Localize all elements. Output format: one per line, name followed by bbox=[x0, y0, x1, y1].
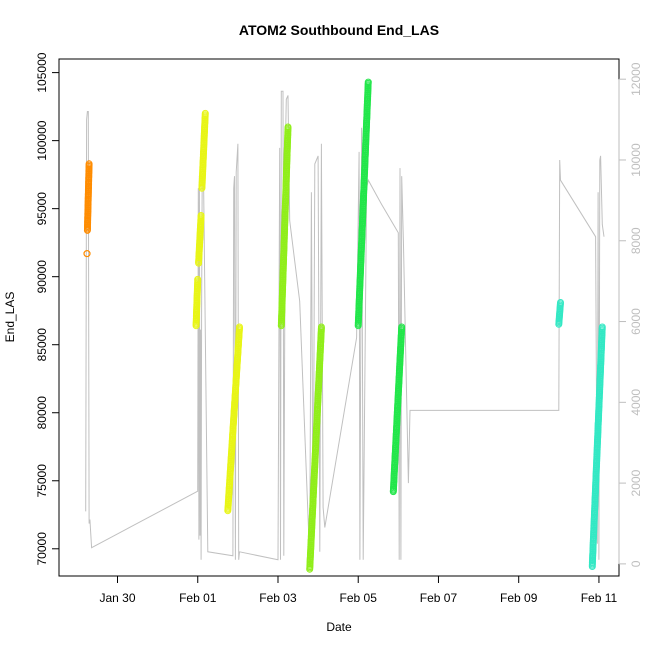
y-tick-label: 85000 bbox=[35, 328, 49, 362]
data-point bbox=[364, 78, 372, 86]
data-point bbox=[85, 160, 93, 168]
secondary-y-tick-label: 2000 bbox=[629, 469, 643, 496]
data-point bbox=[398, 323, 406, 331]
data-point bbox=[201, 109, 209, 117]
x-tick-label: Feb 01 bbox=[179, 591, 217, 605]
secondary-y-tick-label: 10000 bbox=[629, 143, 643, 177]
x-axis: Jan 30 Feb 01 Feb 03 Feb 05 Feb 07 Feb 09 Feb … bbox=[99, 575, 618, 605]
secondary-line-layer bbox=[85, 90, 605, 561]
secondary-y-tick-label: 4000 bbox=[629, 389, 643, 416]
data-point bbox=[557, 299, 564, 306]
secondary-y-tick-label: 8000 bbox=[629, 227, 643, 254]
data-point bbox=[317, 323, 325, 331]
data-point bbox=[284, 123, 292, 131]
x-axis-label: Date bbox=[326, 620, 352, 634]
y-tick-label: 100000 bbox=[35, 120, 49, 160]
x-tick-label: Feb 09 bbox=[500, 591, 538, 605]
plot-frame bbox=[58, 58, 620, 577]
y-tick-label: 95000 bbox=[35, 192, 49, 226]
data-point bbox=[236, 323, 243, 331]
secondary-series-line bbox=[85, 90, 605, 561]
x-tick-label: Jan 30 bbox=[99, 591, 135, 605]
y-tick-label: 75000 bbox=[35, 464, 49, 498]
chart-title: ATOM2 Southbound End_LAS bbox=[239, 22, 439, 38]
y-axis: 70000 75000 80000 85000 90000 95000 100000 1050… bbox=[35, 52, 59, 565]
data-point bbox=[83, 250, 91, 258]
y-tick-label: 105000 bbox=[35, 52, 49, 92]
x-tick-label: Feb 07 bbox=[420, 591, 458, 605]
x-tick-label: Feb 05 bbox=[340, 591, 378, 605]
data-point bbox=[197, 212, 205, 219]
y-axis-label: End_LAS bbox=[3, 292, 17, 343]
data-point bbox=[598, 323, 606, 331]
points-layer bbox=[83, 78, 606, 573]
secondary-y-axis: 0 2000 4000 6000 8000 10000 12000 bbox=[618, 62, 643, 567]
data-point bbox=[194, 275, 202, 283]
secondary-y-tick-label: 6000 bbox=[629, 308, 643, 335]
secondary-y-tick-label: 12000 bbox=[629, 62, 643, 96]
x-tick-label: Feb 03 bbox=[259, 591, 297, 605]
x-tick-label: Feb 11 bbox=[581, 591, 618, 605]
y-tick-label: 80000 bbox=[35, 396, 49, 430]
y-tick-label: 70000 bbox=[35, 532, 49, 566]
secondary-y-tick-label: 0 bbox=[629, 560, 643, 567]
y-tick-label: 90000 bbox=[35, 260, 49, 294]
